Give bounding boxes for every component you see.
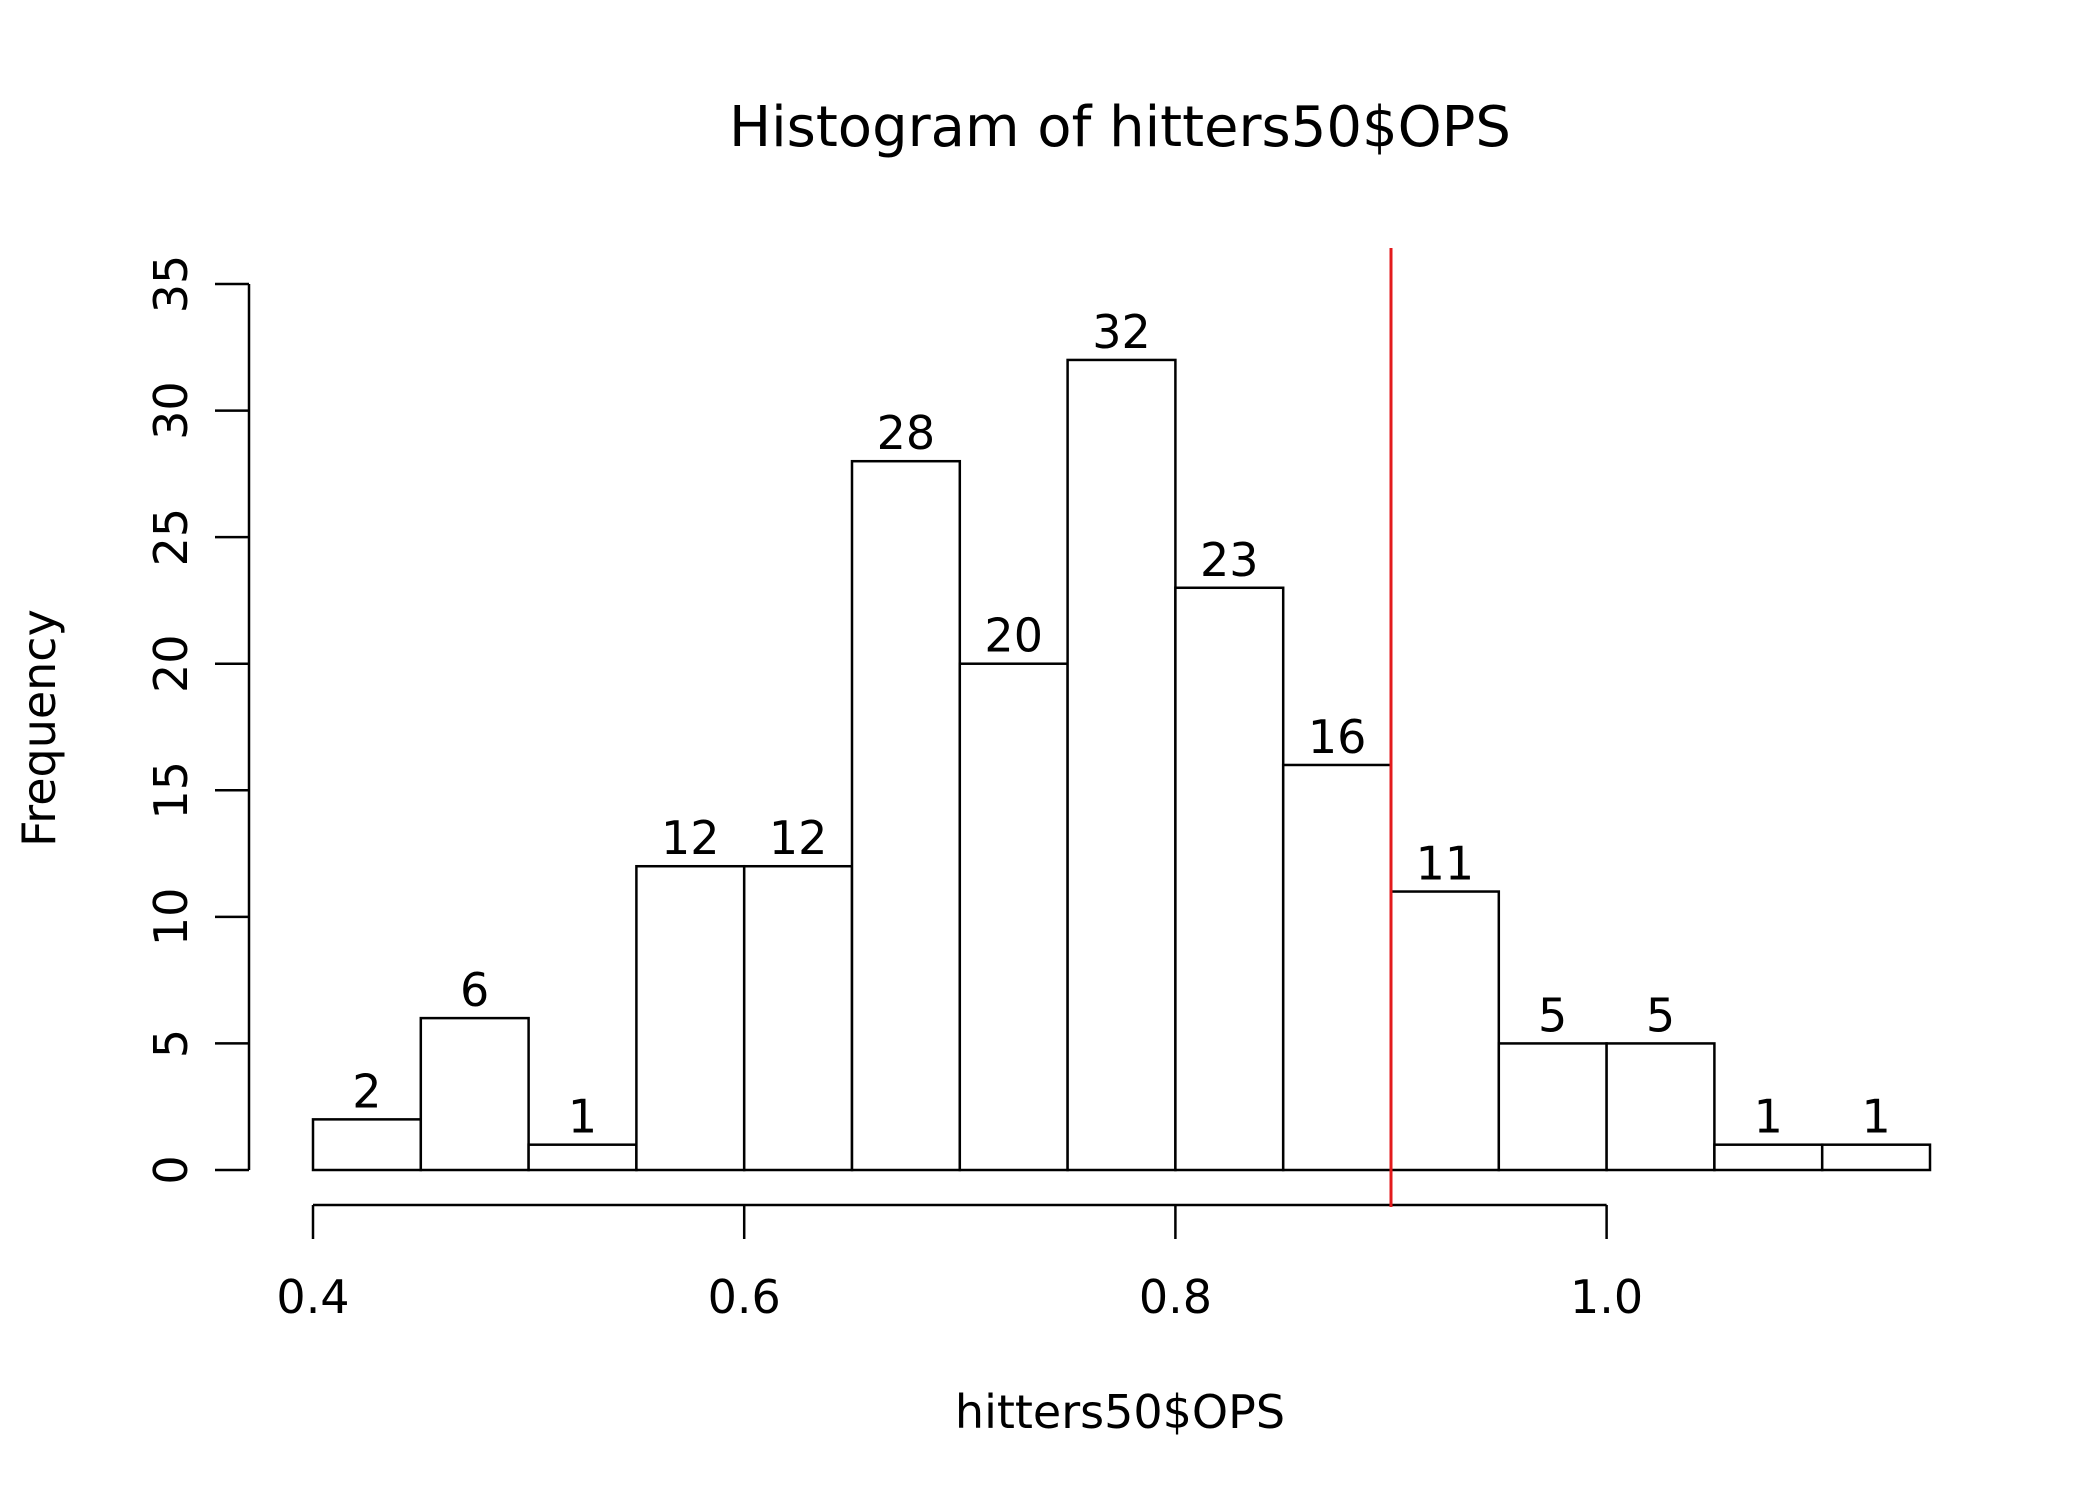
- bar-data-label: 5: [1646, 988, 1675, 1042]
- histogram-bar: [1605, 1042, 1716, 1172]
- x-axis-title: hitters50$OPS: [955, 1385, 1285, 1439]
- bar-data-label: 12: [769, 811, 828, 865]
- y-tick-label: 30: [144, 381, 198, 440]
- histogram-bar: [1066, 358, 1177, 1172]
- x-tick-label: 0.4: [276, 1270, 349, 1324]
- bar-data-label: 1: [1861, 1090, 1890, 1144]
- y-tick-label: 35: [144, 255, 198, 314]
- y-axis: 0 5 10 15 20 25 30 35: [144, 255, 251, 1185]
- histogram-bar: [1174, 586, 1285, 1172]
- y-tick-label: 5: [144, 1029, 198, 1058]
- bar-data-label: 2: [352, 1064, 381, 1118]
- bar-data-label: 32: [1092, 305, 1151, 359]
- x-tick-label: 1.0: [1570, 1270, 1643, 1324]
- histogram-bar: [311, 1118, 423, 1172]
- y-tick-label: 10: [144, 888, 198, 947]
- bar-data-label: 5: [1538, 988, 1567, 1042]
- bars-group: [311, 358, 1932, 1172]
- histogram-bar: [1497, 1042, 1608, 1172]
- y-tick-label: 0: [144, 1155, 198, 1184]
- histogram-bar: [635, 864, 746, 1172]
- x-tick-label: 0.8: [1139, 1270, 1212, 1324]
- y-tick-label: 20: [144, 634, 198, 693]
- histogram-bar: [1713, 1143, 1824, 1172]
- histogram-bar: [527, 1143, 638, 1172]
- histogram-bar: [1281, 763, 1393, 1172]
- histogram-bar: [1820, 1143, 1932, 1172]
- histogram-bar: [742, 864, 854, 1172]
- histogram-bar: [958, 662, 1069, 1172]
- histogram-bar: [850, 459, 962, 1172]
- y-axis-title: Frequency: [12, 609, 66, 847]
- bar-data-label: 12: [661, 811, 720, 865]
- x-axis: 0.4 0.6 0.8 1.0: [276, 1203, 1643, 1324]
- bar-data-label: 23: [1200, 533, 1259, 587]
- x-tick-label: 0.6: [708, 1270, 781, 1324]
- bar-data-label: 20: [984, 609, 1043, 663]
- histogram-bar: [1389, 890, 1501, 1172]
- y-tick-label: 15: [144, 761, 198, 820]
- bar-data-label: 1: [568, 1090, 597, 1144]
- bar-data-label: 16: [1308, 710, 1367, 764]
- bar-data-label: 1: [1754, 1090, 1783, 1144]
- y-tick-label: 25: [144, 508, 198, 567]
- bar-data-label: 11: [1416, 837, 1475, 891]
- histogram-bar: [419, 1016, 530, 1172]
- bar-data-label: 28: [877, 406, 936, 460]
- bar-data-label: 6: [460, 963, 489, 1017]
- chart-title: Histogram of hitters50$OPS: [729, 95, 1511, 160]
